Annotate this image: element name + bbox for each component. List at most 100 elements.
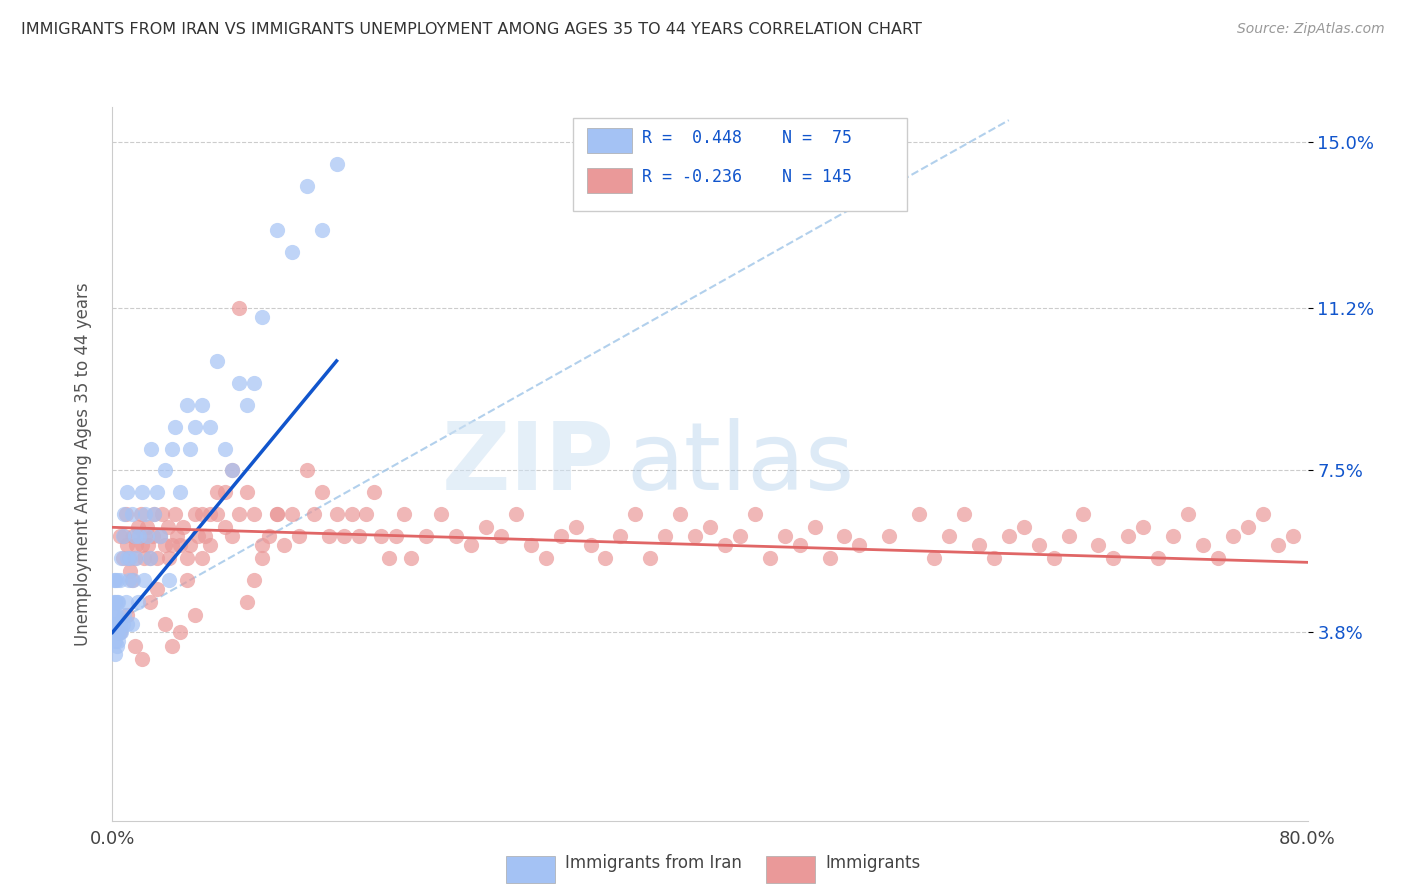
Point	[105, 595, 128, 609]
Point	[108, 529, 131, 543]
Point	[683, 529, 706, 543]
Point	[236, 595, 259, 609]
Point	[135, 520, 157, 534]
Point	[370, 529, 392, 543]
Point	[121, 616, 143, 631]
Point	[108, 616, 131, 631]
Point	[221, 529, 243, 543]
Point	[1281, 529, 1303, 543]
Point	[129, 507, 152, 521]
Point	[444, 529, 467, 543]
Point	[146, 551, 169, 566]
Point	[1073, 507, 1095, 521]
Point	[111, 551, 134, 566]
Point	[157, 551, 180, 566]
Point	[176, 551, 198, 566]
Point	[117, 607, 139, 622]
Point	[520, 538, 543, 552]
Point	[122, 529, 145, 543]
Point	[295, 463, 318, 477]
Point	[166, 529, 188, 543]
Text: R = -0.236: R = -0.236	[643, 168, 742, 186]
Point	[938, 529, 960, 543]
Point	[105, 573, 128, 587]
Point	[281, 507, 304, 521]
Point	[111, 616, 134, 631]
Point	[401, 551, 423, 566]
Point	[121, 507, 143, 521]
Point	[266, 507, 288, 521]
Point	[153, 616, 176, 631]
Point	[744, 507, 766, 521]
Point	[120, 551, 142, 566]
Point	[114, 507, 135, 521]
Text: N =  75: N = 75	[782, 128, 852, 146]
Point	[150, 507, 173, 521]
Point	[205, 485, 228, 500]
FancyBboxPatch shape	[572, 118, 907, 211]
Point	[103, 616, 125, 631]
Point	[1177, 507, 1199, 521]
Point	[134, 507, 156, 521]
Point	[153, 538, 176, 552]
Point	[134, 529, 156, 543]
Point	[714, 538, 737, 552]
Point	[356, 507, 378, 521]
Point	[165, 507, 187, 521]
Point	[117, 485, 139, 500]
Text: atlas: atlas	[626, 417, 855, 510]
Point	[281, 244, 304, 259]
Point	[205, 507, 228, 521]
Point	[347, 529, 370, 543]
Point	[128, 529, 150, 543]
Point	[105, 607, 128, 622]
Point	[117, 551, 139, 566]
Point	[114, 607, 135, 622]
Text: ZIP: ZIP	[441, 417, 614, 510]
Point	[340, 507, 363, 521]
Point	[363, 485, 385, 500]
Point	[131, 485, 153, 500]
Point	[128, 529, 150, 543]
Point	[191, 551, 214, 566]
Point	[103, 625, 125, 640]
Point	[104, 595, 127, 609]
Point	[228, 376, 250, 390]
Point	[1192, 538, 1215, 552]
Point	[108, 625, 131, 640]
Point	[139, 551, 162, 566]
Text: Immigrants from Iran: Immigrants from Iran	[565, 855, 742, 872]
Point	[143, 507, 166, 521]
Point	[172, 520, 194, 534]
Point	[318, 529, 340, 543]
Point	[259, 529, 281, 543]
Point	[967, 538, 990, 552]
Text: N = 145: N = 145	[782, 168, 852, 186]
Point	[638, 551, 662, 566]
Point	[728, 529, 751, 543]
Point	[115, 507, 138, 521]
Point	[107, 634, 129, 648]
Point	[131, 538, 153, 552]
Point	[834, 529, 856, 543]
Point	[1251, 507, 1274, 521]
Point	[1267, 538, 1289, 552]
Point	[228, 507, 250, 521]
Point	[243, 376, 266, 390]
Point	[250, 310, 273, 325]
Point	[146, 485, 169, 500]
Point	[818, 551, 841, 566]
Point	[111, 529, 134, 543]
Y-axis label: Unemployment Among Ages 35 to 44 years: Unemployment Among Ages 35 to 44 years	[73, 282, 91, 646]
Point	[125, 538, 148, 552]
Point	[221, 463, 243, 477]
Point	[118, 551, 141, 566]
Point	[1042, 551, 1064, 566]
Point	[1012, 520, 1035, 534]
Point	[288, 529, 311, 543]
Point	[214, 442, 236, 456]
Point	[183, 419, 205, 434]
Point	[789, 538, 811, 552]
Point	[105, 625, 128, 640]
Point	[169, 485, 191, 500]
